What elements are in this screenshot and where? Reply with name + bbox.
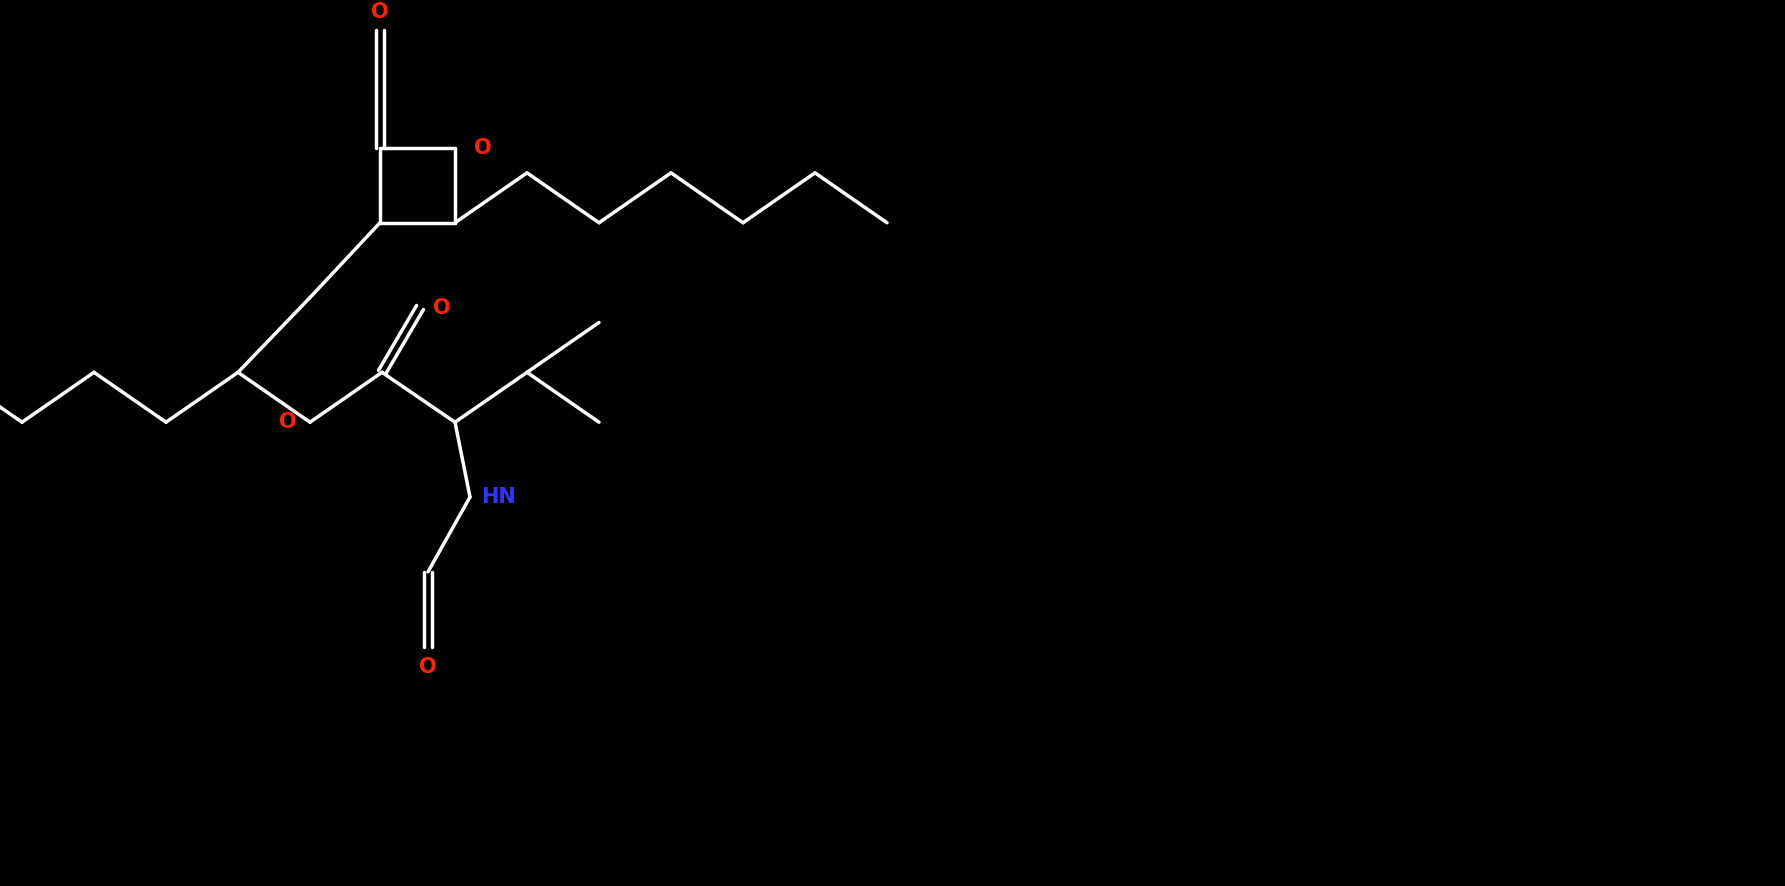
- Text: O: O: [419, 657, 437, 677]
- Text: HN: HN: [480, 487, 516, 507]
- Text: O: O: [278, 412, 296, 432]
- Text: O: O: [475, 138, 493, 158]
- Text: O: O: [371, 3, 389, 22]
- Text: O: O: [434, 298, 452, 317]
